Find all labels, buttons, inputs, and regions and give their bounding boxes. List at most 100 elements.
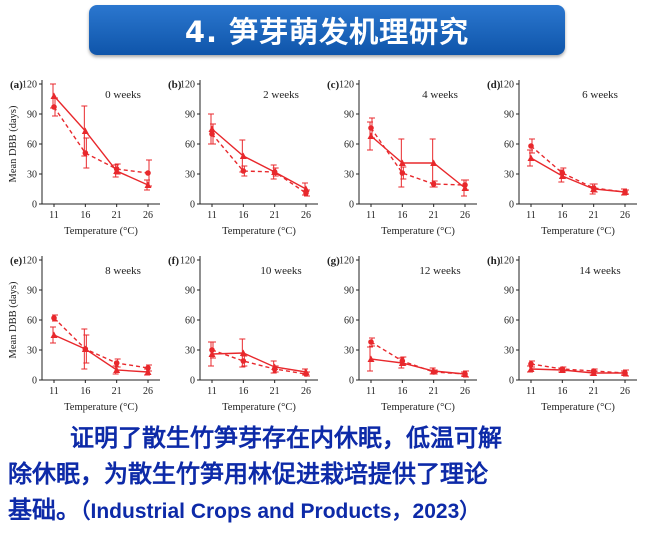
y-tick-label: 60 (27, 140, 37, 151)
x-tick-label: 11 (366, 210, 376, 221)
x-tick-label: 16 (557, 210, 567, 221)
chart-panel-c: 0 30 60 90 120 11 16 21 26 (c) 4 weeks Temperature … (327, 79, 477, 237)
x-tick-label: 21 (589, 210, 599, 221)
series-line (53, 106, 149, 174)
data-point (303, 190, 309, 196)
data-point (209, 131, 215, 137)
series-line (530, 363, 626, 374)
chart-panel-f: 0 30 60 90 120 11 16 21 26 (f) 10 weeks Temperature… (168, 255, 318, 413)
x-tick-label: 16 (397, 386, 407, 397)
series-solid (367, 346, 469, 377)
caption-line-3: 基础。（Industrial Crops and Products，2023） (8, 492, 648, 530)
chart-panel-d: 0 30 60 90 120 11 16 21 26 (d) 6 weeks Temperature … (487, 79, 637, 237)
x-tick-label: 11 (366, 386, 376, 397)
data-point (303, 371, 309, 377)
panel-label: (c) (327, 79, 340, 91)
data-point (145, 365, 151, 371)
chart-grid: 0 30 60 90 120 11 16 21 26 (a) 0 weeks Temperature … (8, 79, 637, 413)
data-point (527, 365, 535, 372)
series-line (530, 368, 625, 374)
panel-label: (g) (327, 255, 340, 267)
y-tick-label: 90 (185, 110, 195, 121)
data-point (559, 170, 566, 176)
series-dashed (209, 341, 310, 377)
y-tick-label: 0 (509, 200, 514, 211)
data-point (622, 189, 628, 195)
series-solid (527, 365, 629, 376)
data-point (208, 350, 216, 357)
data-point (559, 366, 566, 372)
x-tick-label: 21 (429, 386, 439, 397)
y-tick-label: 30 (504, 346, 514, 357)
series-line (370, 127, 466, 186)
y-tick-label: 60 (344, 316, 354, 327)
data-point (113, 366, 121, 373)
y-axis-label: Mean DBB (days) (8, 281, 19, 358)
data-point (82, 346, 89, 352)
series-dashed (51, 97, 152, 187)
data-point (271, 169, 278, 175)
y-tick-label: 120 (180, 256, 195, 267)
panel-label: (a) (10, 79, 23, 91)
x-axis-label: Temperature (°C) (64, 402, 138, 413)
data-point (399, 170, 406, 176)
chart-panel-b: 0 30 60 90 120 11 16 21 26 (b) 2 weeks Temperature … (168, 79, 318, 237)
data-point (398, 159, 406, 166)
y-tick-label: 60 (185, 316, 195, 327)
panel-label: (f) (168, 255, 179, 267)
data-point (209, 347, 215, 353)
series-solid (208, 338, 310, 376)
y-tick-label: 120 (22, 256, 37, 267)
y-tick-label: 30 (504, 170, 514, 181)
y-axis-label: Mean DBB (days) (8, 105, 19, 182)
y-tick-label: 120 (180, 80, 195, 91)
series-line (370, 358, 466, 375)
y-tick-label: 0 (349, 376, 354, 387)
series-line (53, 334, 149, 373)
y-tick-label: 0 (190, 200, 195, 211)
x-tick-label: 11 (526, 386, 536, 397)
data-point (430, 369, 437, 375)
data-point (50, 92, 58, 99)
y-tick-label: 90 (27, 110, 37, 121)
y-tick-label: 120 (499, 256, 514, 267)
series-line (211, 133, 307, 194)
y-tick-label: 90 (504, 286, 514, 297)
y-tick-label: 90 (504, 110, 514, 121)
series-dashed (528, 360, 629, 377)
x-tick-label: 16 (238, 210, 248, 221)
series-line (211, 128, 307, 190)
data-point (527, 154, 535, 161)
x-tick-label: 16 (80, 210, 90, 221)
x-tick-label: 11 (49, 210, 59, 221)
x-tick-label: 11 (49, 386, 59, 397)
data-point (399, 358, 406, 364)
data-point (462, 182, 468, 188)
y-tick-label: 0 (509, 376, 514, 387)
caption-line-1: 证明了散生竹笋芽存在内休眠，低温可解 (70, 424, 502, 452)
y-tick-label: 90 (27, 286, 37, 297)
series-solid (50, 326, 152, 376)
x-tick-label: 11 (207, 210, 217, 221)
y-tick-label: 60 (344, 140, 354, 151)
y-tick-label: 0 (32, 376, 37, 387)
data-point (367, 132, 375, 139)
x-tick-label: 26 (460, 210, 470, 221)
data-point (590, 368, 597, 374)
panel-title: 2 weeks (263, 89, 299, 101)
series-line (370, 341, 466, 375)
y-tick-label: 0 (32, 200, 37, 211)
x-tick-label: 16 (397, 210, 407, 221)
data-point (144, 181, 152, 188)
data-point (51, 315, 57, 321)
series-line (211, 352, 307, 373)
x-axis-label: Temperature (°C) (381, 402, 455, 413)
panel-title: 4 weeks (422, 89, 458, 101)
data-point (430, 181, 437, 187)
y-tick-label: 90 (344, 110, 354, 121)
data-point (113, 360, 120, 366)
data-point (528, 361, 534, 367)
caption-line-2: 除休眠，为散生竹笋用林促进栽培提供了理论 (8, 460, 488, 488)
data-point (368, 339, 374, 345)
x-tick-label: 21 (270, 210, 280, 221)
